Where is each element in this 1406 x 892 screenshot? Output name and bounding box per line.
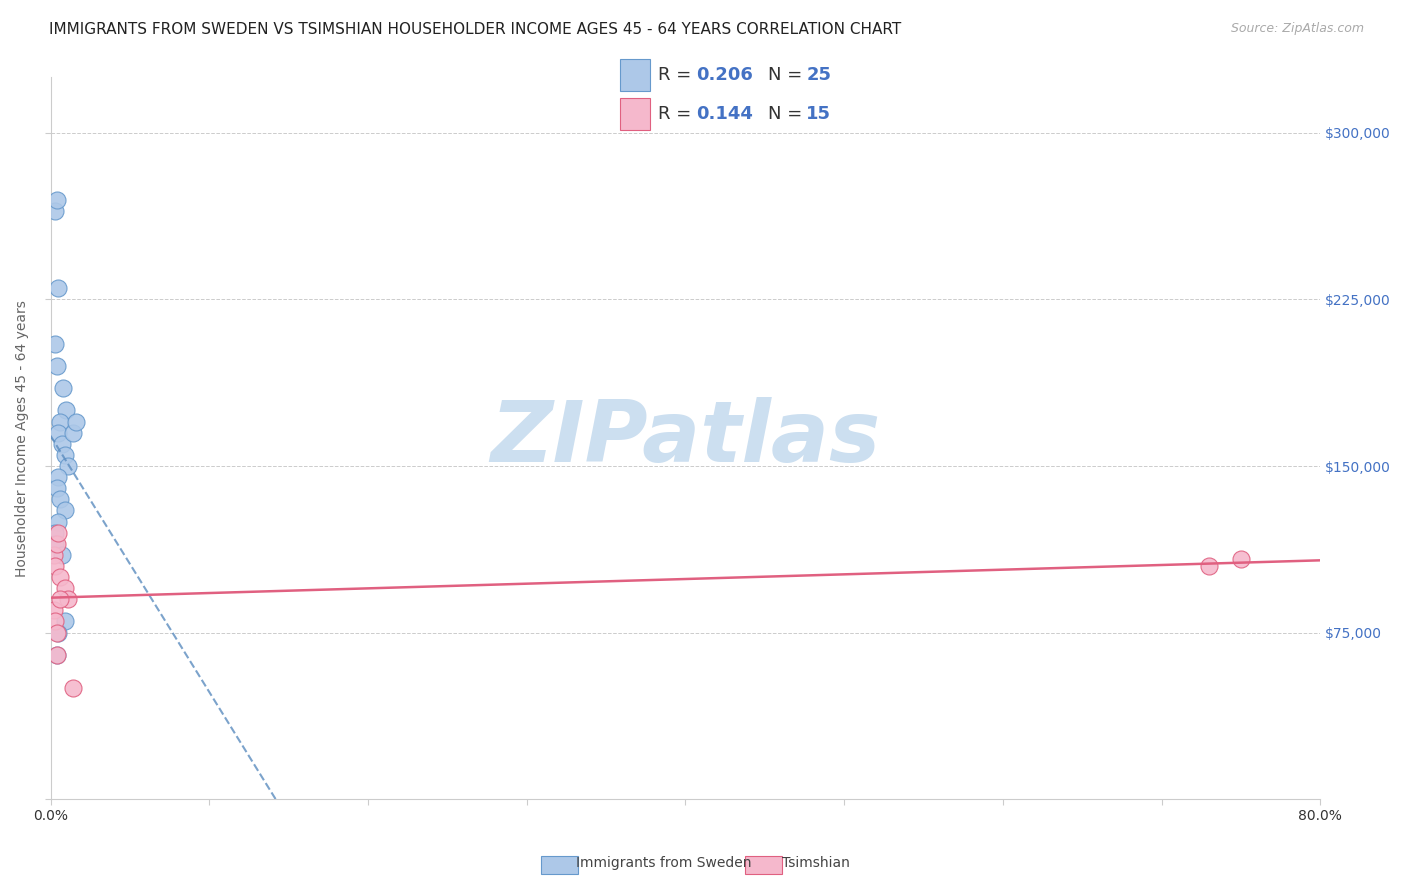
Point: [42, 548, 65, 562]
Point: [1198, 558, 1220, 573]
Point: [44, 537, 66, 551]
Point: [56, 458, 79, 473]
Point: [45, 648, 67, 662]
Text: 0.206: 0.206: [696, 66, 754, 84]
Point: [53, 615, 76, 629]
Text: 25: 25: [806, 66, 831, 84]
Point: [45, 193, 67, 207]
Y-axis label: Householder Income Ages 45 - 64 years: Householder Income Ages 45 - 64 years: [15, 300, 30, 577]
Text: Tsimshian: Tsimshian: [782, 856, 849, 871]
Point: [51, 437, 73, 451]
Point: [44, 525, 66, 540]
Text: N =: N =: [768, 104, 808, 123]
Text: ZIPatlas: ZIPatlas: [491, 397, 880, 480]
Point: [42, 603, 65, 617]
Text: 0.144: 0.144: [696, 104, 754, 123]
Point: [45, 625, 67, 640]
Point: [1230, 552, 1253, 566]
Point: [52, 381, 75, 395]
Point: [49, 492, 72, 507]
Point: [48, 470, 70, 484]
FancyBboxPatch shape: [620, 59, 650, 91]
Point: [56, 592, 79, 607]
Point: [44, 203, 66, 218]
Text: Immigrants from Sweden: Immigrants from Sweden: [576, 856, 752, 871]
Point: [53, 581, 76, 595]
Point: [53, 503, 76, 517]
Point: [48, 625, 70, 640]
Text: 15: 15: [806, 104, 831, 123]
Point: [48, 425, 70, 440]
Text: N =: N =: [768, 66, 808, 84]
Point: [48, 525, 70, 540]
FancyBboxPatch shape: [620, 97, 650, 130]
Point: [48, 515, 70, 529]
Point: [44, 558, 66, 573]
Point: [55, 403, 77, 417]
Point: [49, 415, 72, 429]
Point: [49, 570, 72, 584]
Text: R =: R =: [658, 66, 697, 84]
Point: [65, 415, 87, 429]
Point: [48, 281, 70, 295]
Point: [62, 681, 84, 695]
Point: [45, 537, 67, 551]
Point: [44, 337, 66, 351]
Text: R =: R =: [658, 104, 697, 123]
Point: [45, 648, 67, 662]
Point: [44, 615, 66, 629]
Point: [45, 359, 67, 373]
Point: [53, 448, 76, 462]
Point: [51, 548, 73, 562]
Text: Source: ZipAtlas.com: Source: ZipAtlas.com: [1230, 22, 1364, 36]
Point: [45, 481, 67, 495]
Point: [62, 425, 84, 440]
Text: IMMIGRANTS FROM SWEDEN VS TSIMSHIAN HOUSEHOLDER INCOME AGES 45 - 64 YEARS CORREL: IMMIGRANTS FROM SWEDEN VS TSIMSHIAN HOUS…: [49, 22, 901, 37]
Point: [49, 592, 72, 607]
